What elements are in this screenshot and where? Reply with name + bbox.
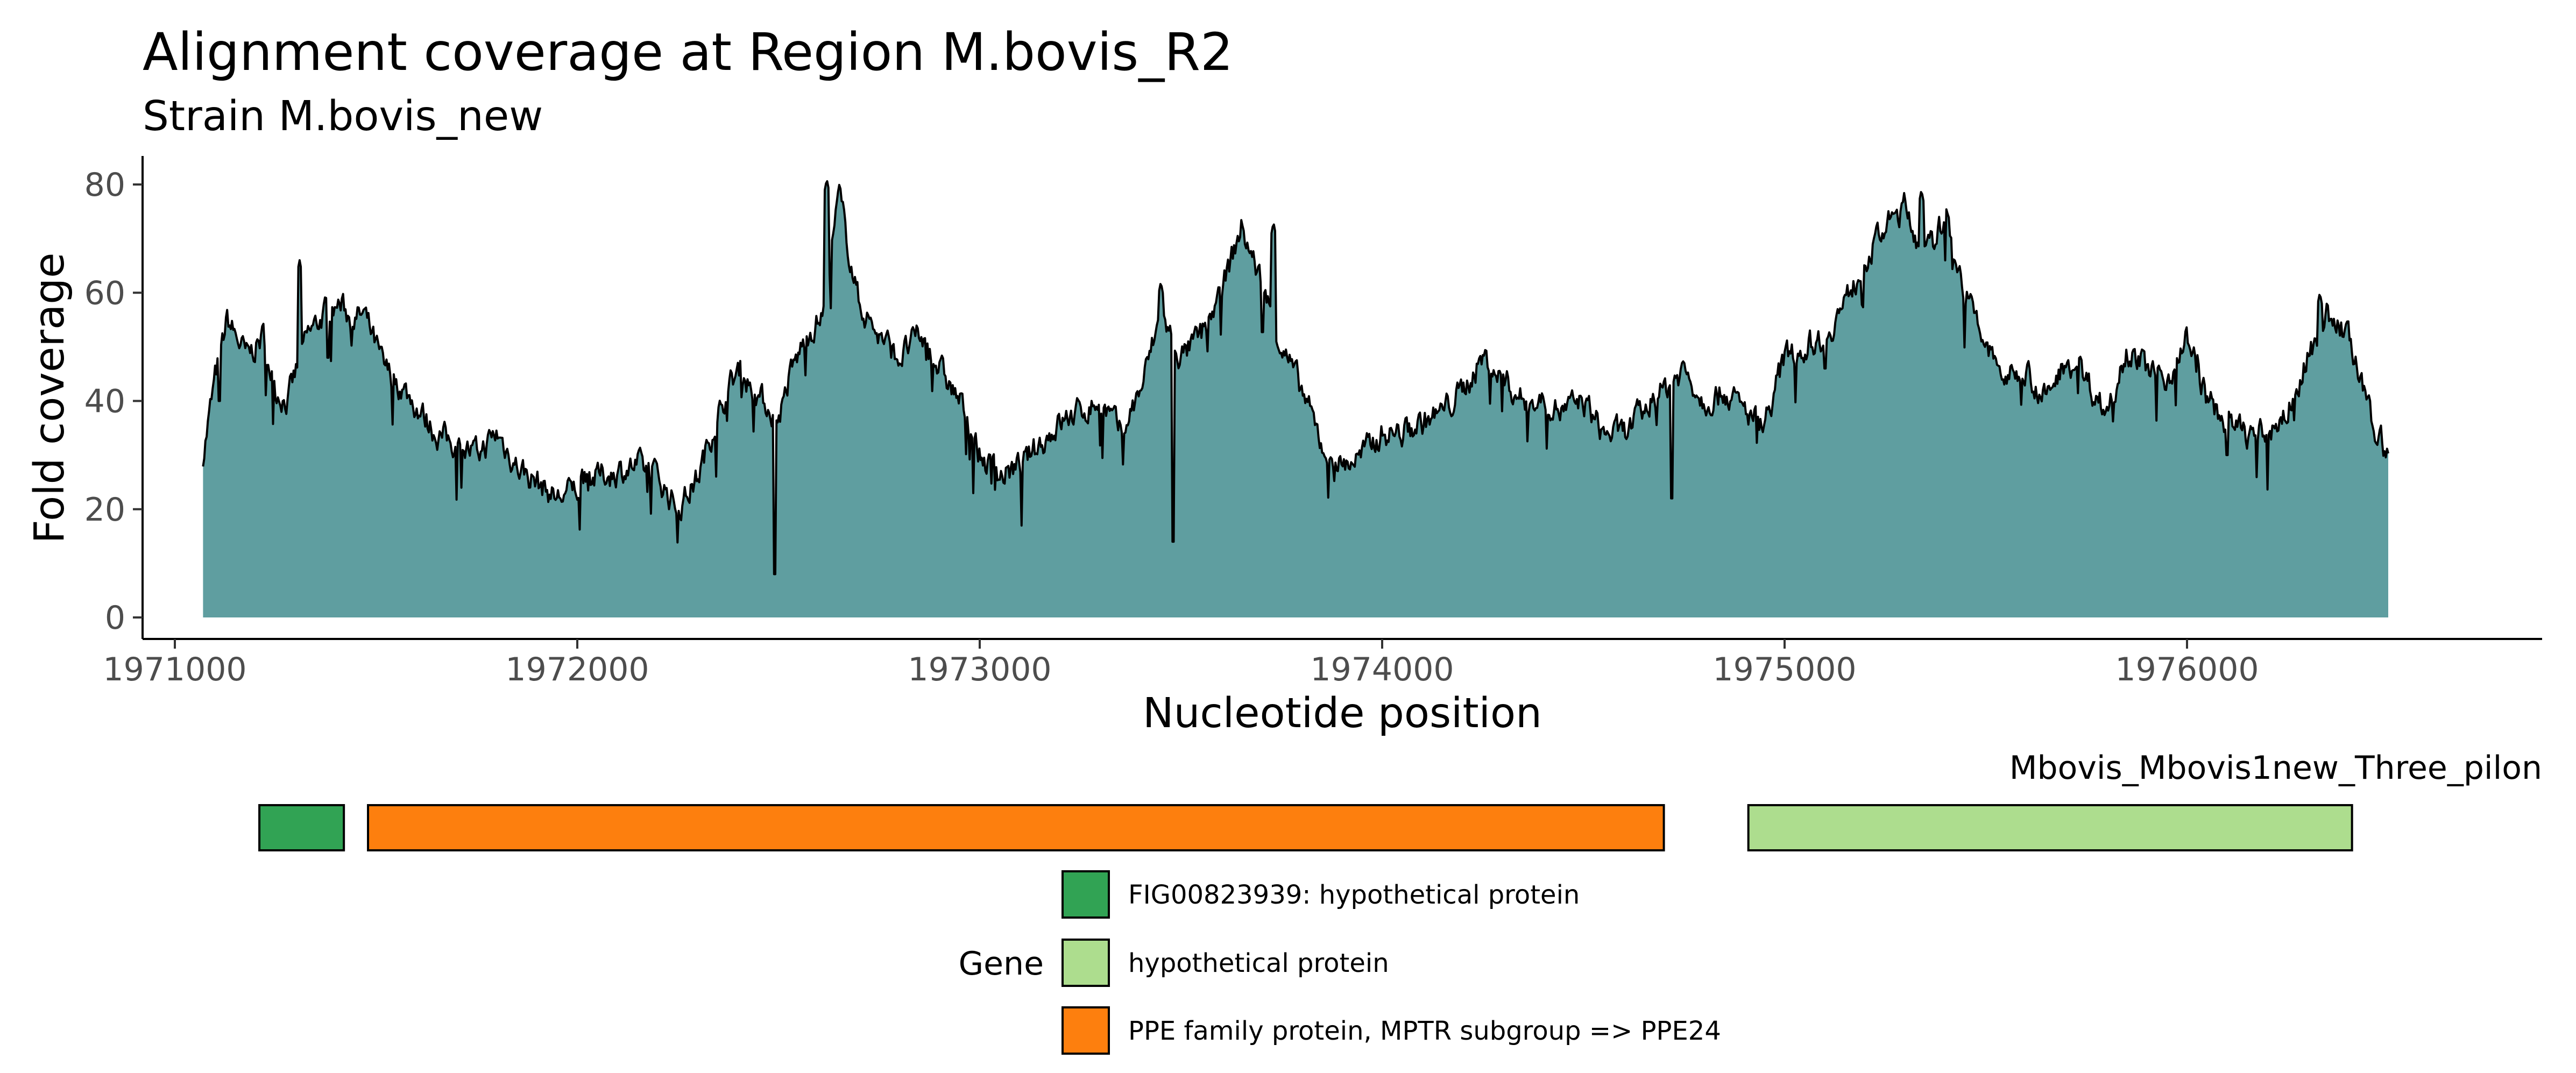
y-tick-label: 0 [105, 599, 125, 637]
x-axis-ticks: 1971000 1972000 1973000 1974000 1975000 19760… [103, 639, 2259, 688]
legend-key [1061, 939, 1110, 987]
gene-legend: Gene FIG00823939: hypothetical protein hy… [959, 870, 1721, 1055]
y-axis-title: Fold coverage [26, 253, 74, 544]
y-tick-label: 60 [84, 274, 125, 312]
legend-key [1061, 870, 1110, 919]
x-tick-label: 1975000 [1712, 651, 1856, 688]
chart-subtitle: Strain M.bovis_new [143, 93, 543, 140]
gene-feature [1747, 804, 2353, 851]
gene-feature [258, 804, 345, 851]
legend-label: FIG00823939: hypothetical protein [1128, 880, 1580, 910]
x-tick-label: 1974000 [1310, 651, 1454, 688]
legend-label: PPE family protein, MPTR subgroup => PPE… [1128, 1016, 1721, 1046]
gene-track-label: Mbovis_Mbovis1new_Three_pilon [2009, 749, 2542, 787]
chart-title: Alignment coverage at Region M.bovis_R2 [143, 22, 1233, 82]
y-axis-ticks: 0 20 40 60 80 [84, 166, 143, 637]
coverage-layer [202, 180, 2389, 617]
legend-key [1061, 1006, 1110, 1055]
x-tick-label: 1972000 [505, 651, 649, 688]
legend-title: Gene [959, 945, 1044, 983]
coverage-line [202, 180, 2389, 575]
x-tick-label: 1973000 [908, 651, 1051, 688]
y-tick-label: 40 [84, 383, 125, 421]
legend-label: hypothetical protein [1128, 948, 1389, 978]
y-tick-label: 20 [84, 491, 125, 529]
coverage-area [203, 181, 2389, 617]
legend-items: FIG00823939: hypothetical protein hypothe… [1061, 870, 1721, 1055]
gene-track [258, 804, 2353, 851]
x-tick-label: 1976000 [2115, 651, 2259, 688]
x-tick-label: 1971000 [103, 651, 246, 688]
gene-feature [367, 804, 1665, 851]
y-tick-label: 80 [84, 166, 125, 204]
x-axis-title: Nucleotide position [1143, 690, 1542, 737]
